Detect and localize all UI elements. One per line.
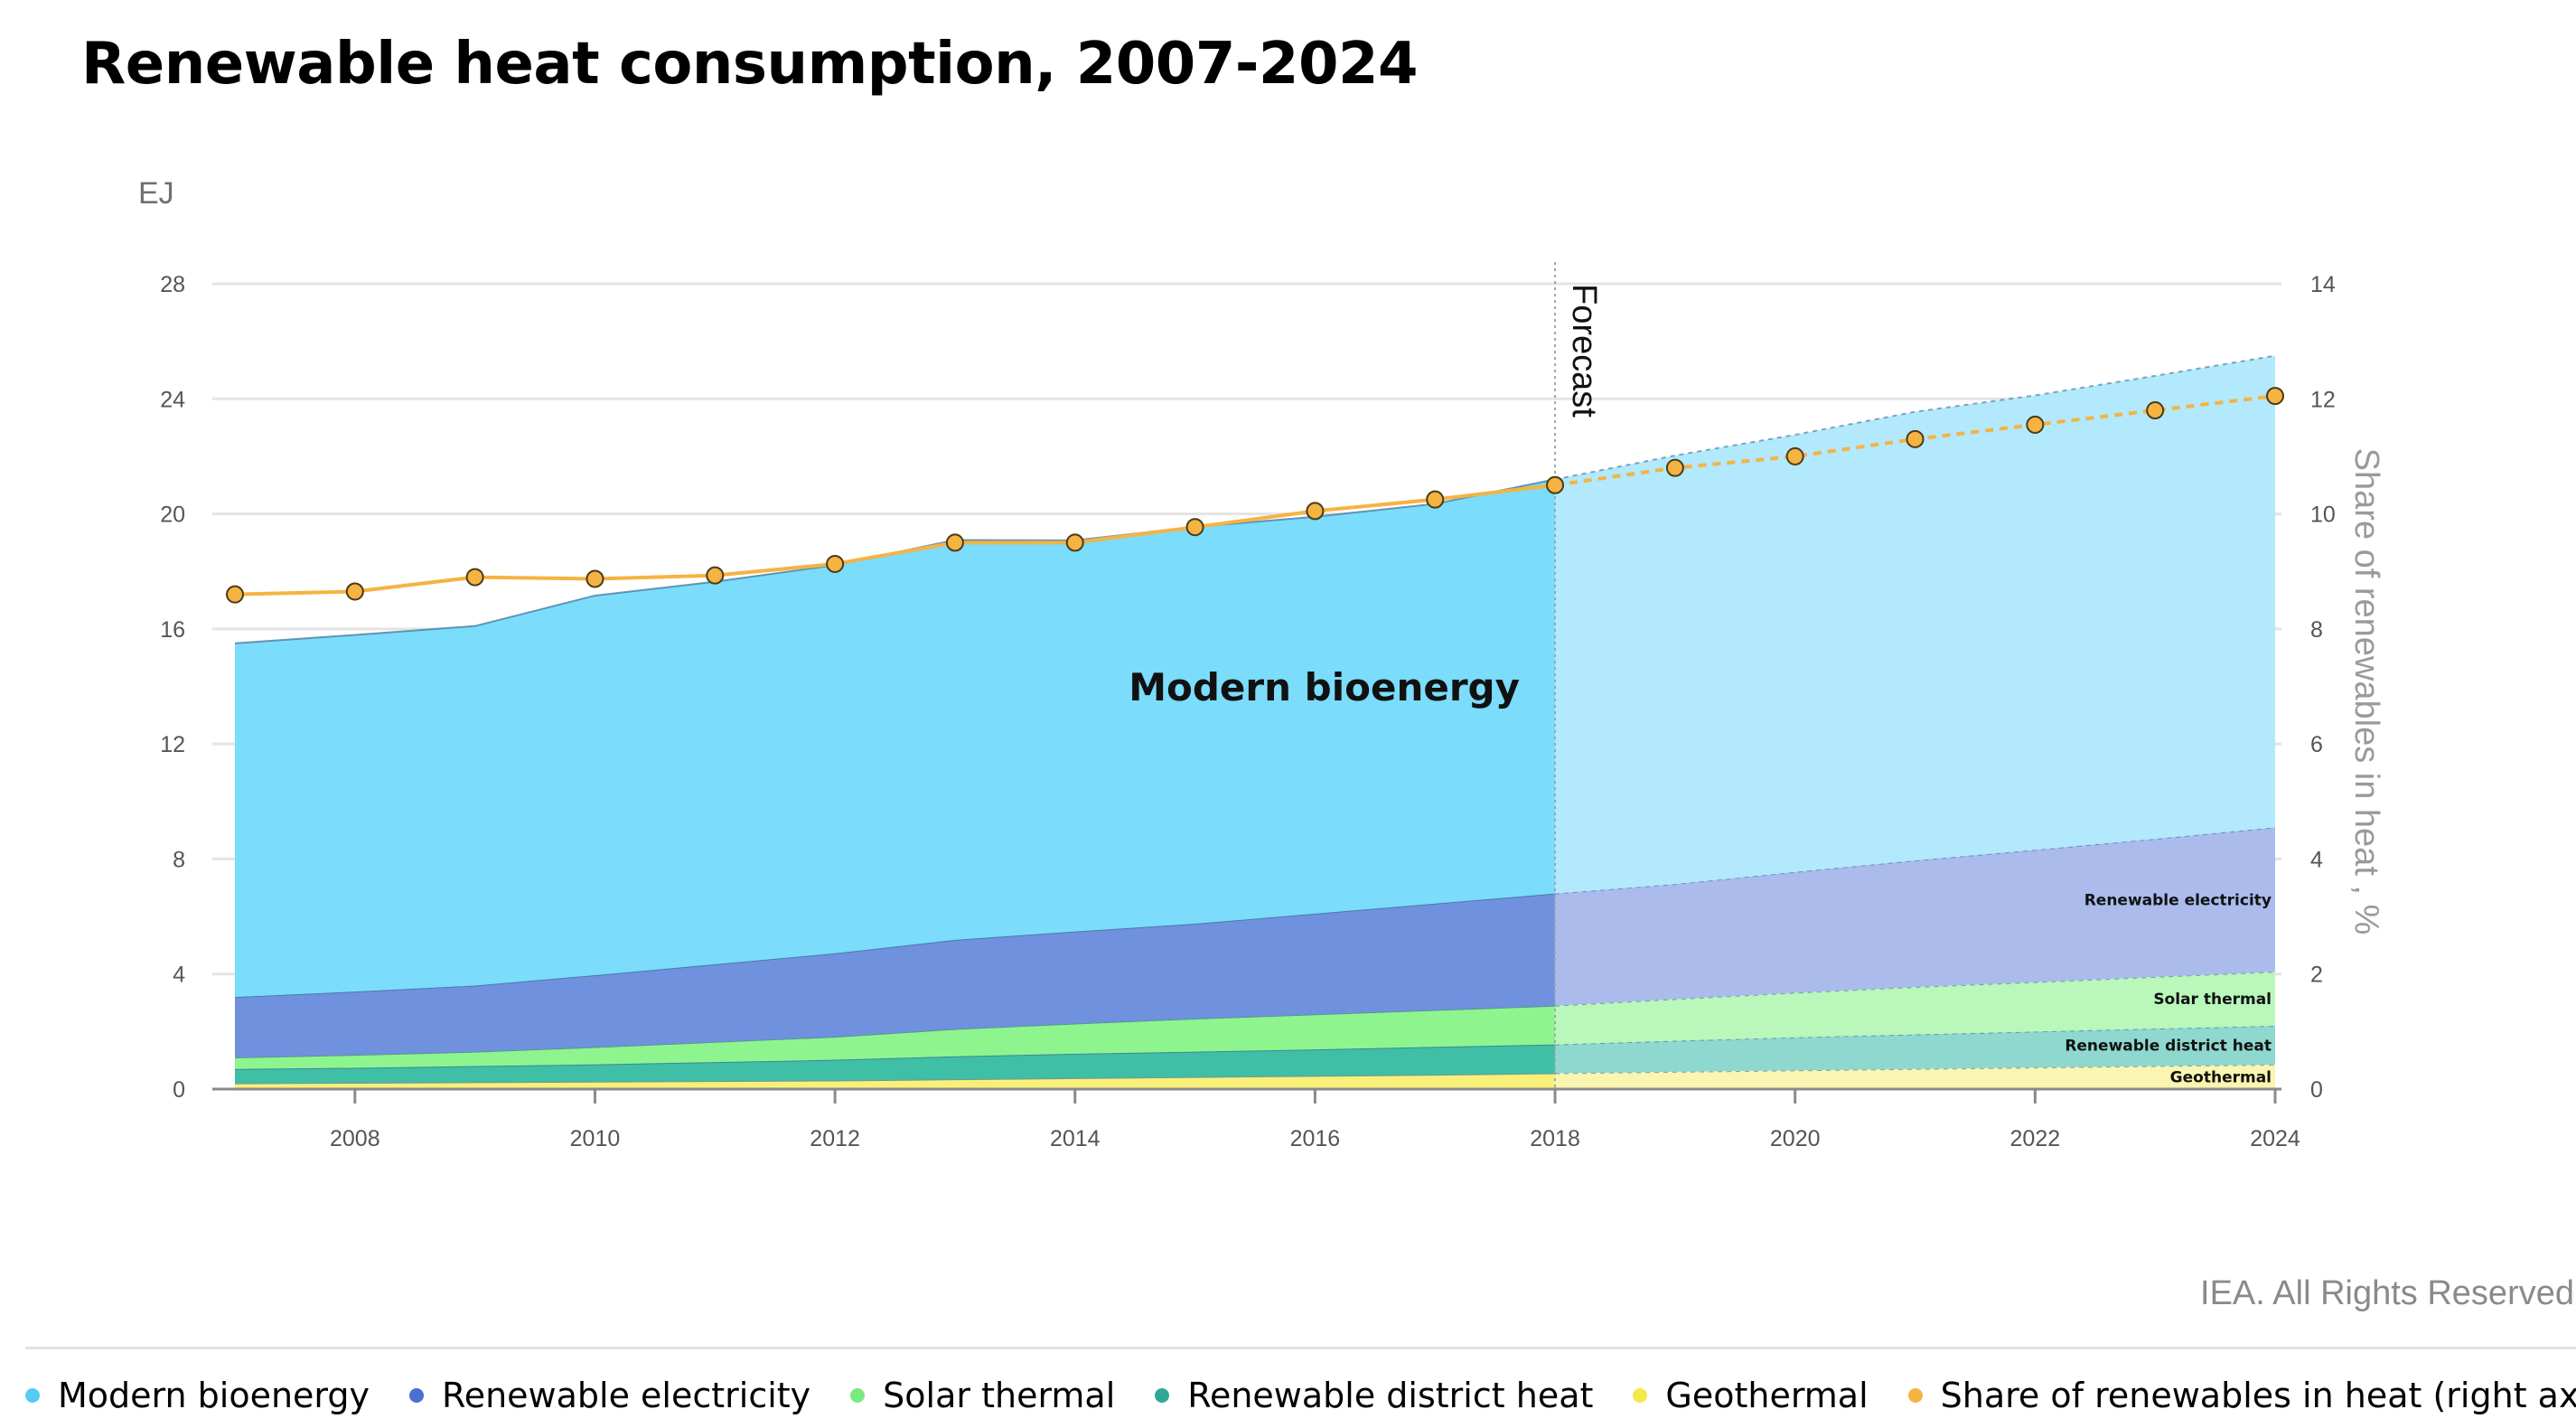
legend-label: Modern bioenergy — [58, 1376, 370, 1415]
legend-dot-icon — [1907, 1388, 1923, 1403]
legend-dot-icon — [25, 1388, 40, 1403]
y-tick-label: 20 — [160, 503, 185, 528]
inline-label: Solar thermal — [2153, 991, 2272, 1009]
share-point — [1185, 518, 1204, 537]
share-line — [234, 483, 1556, 597]
legend-label: Solar thermal — [883, 1376, 1116, 1415]
share-point — [945, 533, 964, 552]
x-tick-label: 2022 — [2010, 1126, 2061, 1151]
legend-label: Renewable electricity — [442, 1376, 811, 1415]
area-forecast-renewable-district-heat — [1555, 1025, 2275, 1074]
x-tick-label: 2020 — [1770, 1126, 1821, 1151]
y2-tick-label: 0 — [2310, 1077, 2323, 1103]
share-line-series — [226, 387, 2284, 604]
legend-label: Geothermal — [1665, 1376, 1869, 1415]
share-point — [1065, 533, 1084, 552]
legend-item[interactable]: Geothermal — [1633, 1376, 1869, 1415]
y2-tick-label: 14 — [2310, 272, 2336, 297]
share-point — [345, 582, 364, 601]
area-renewable-electricity — [235, 893, 1556, 1057]
legend-divider — [25, 1347, 2576, 1349]
y2-tick-label: 12 — [2310, 387, 2336, 412]
share-point — [226, 585, 244, 604]
y2-tick-label: 2 — [2310, 963, 2323, 988]
share-point — [2266, 387, 2284, 406]
inline-label: Renewable district heat — [2065, 1037, 2272, 1055]
area-forecast-solar-thermal — [1555, 972, 2275, 1045]
copyright-note: IEA. All Rights Reserved — [2200, 1274, 2574, 1312]
area-edge-forecast-modern-bioenergy — [1554, 354, 2276, 481]
share-point — [1665, 458, 1684, 477]
share-point — [465, 568, 484, 587]
x-tick-label: 2024 — [2250, 1126, 2300, 1151]
inline-label: Renewable electricity — [2084, 891, 2272, 909]
y-tick-label: 8 — [173, 847, 185, 872]
y-axis-unit-label: EJ — [138, 176, 174, 211]
y2-tick-label: 8 — [2310, 617, 2323, 643]
x-tick-label: 2018 — [1530, 1126, 1580, 1151]
share-point — [2026, 415, 2045, 434]
share-point — [1306, 502, 1325, 521]
bioenergy-annotation: Modern bioenergy — [1129, 665, 1520, 709]
legend-label: Share of renewables in heat (right axis) — [1940, 1376, 2576, 1415]
y-tick-label: 16 — [160, 617, 185, 643]
area-edge-forecast-solar-thermal — [1555, 971, 2276, 1007]
y-tick-label: 24 — [160, 387, 185, 412]
share-point — [585, 569, 604, 588]
legend: Modern bioenergy Renewable electricity Sol… — [25, 1376, 2576, 1415]
legend-dot-icon — [1633, 1388, 1648, 1403]
x-tick-label: 2012 — [810, 1126, 860, 1151]
y-tick-label: 28 — [160, 272, 185, 297]
area-renewable-district-heat — [235, 1044, 1556, 1084]
y-tick-label: 4 — [173, 963, 185, 988]
share-point — [1546, 475, 1565, 494]
share-point — [826, 554, 845, 573]
share-point — [2146, 401, 2165, 420]
y-tick-label: 0 — [173, 1077, 185, 1103]
legend-item[interactable]: Renewable district heat — [1155, 1376, 1593, 1415]
stacked-areas — [234, 354, 2276, 1089]
legend-label: Renewable district heat — [1187, 1376, 1594, 1415]
share-point — [706, 566, 725, 585]
forecast-region: Forecast — [1554, 262, 1603, 1089]
area-forecast-renewable-electricity — [1555, 827, 2275, 1006]
forecast-label: Forecast — [1565, 284, 1603, 418]
x-tick-label: 2014 — [1050, 1126, 1101, 1151]
inline-label: Geothermal — [2170, 1068, 2272, 1086]
chart-title: Renewable heat consumption, 2007-2024 — [81, 31, 1419, 98]
inline-labels: Geothermal Renewable district heat Solar t… — [1129, 448, 2385, 1087]
y2-axis-title: Share of renewables in heat , % — [2347, 448, 2385, 935]
share-point — [1785, 446, 1804, 465]
legend-item[interactable]: Renewable electricity — [409, 1376, 810, 1415]
legend-item[interactable]: Share of renewables in heat (right axis) — [1907, 1376, 2576, 1415]
area-forecast-modern-bioenergy — [1555, 355, 2275, 894]
legend-item[interactable]: Solar thermal — [850, 1376, 1115, 1415]
x-tick-label: 2008 — [330, 1126, 380, 1151]
x-tick-label: 2016 — [1290, 1126, 1341, 1151]
legend-dot-icon — [409, 1388, 424, 1403]
y2-tick-label: 4 — [2310, 847, 2323, 872]
share-point — [1426, 490, 1445, 509]
y2-tick-label: 10 — [2310, 503, 2336, 528]
area-forecast-geothermal — [1555, 1064, 2275, 1089]
share-point — [1906, 429, 1925, 448]
area-modern-bioenergy — [235, 479, 1556, 998]
y-tick-label: 12 — [160, 732, 185, 757]
legend-dot-icon — [850, 1388, 866, 1403]
legend-dot-icon — [1155, 1388, 1170, 1403]
x-tick-label: 2010 — [570, 1126, 621, 1151]
area-solar-thermal — [235, 1005, 1556, 1069]
y2-tick-label: 6 — [2310, 732, 2323, 757]
legend-item[interactable]: Modern bioenergy — [25, 1376, 370, 1415]
